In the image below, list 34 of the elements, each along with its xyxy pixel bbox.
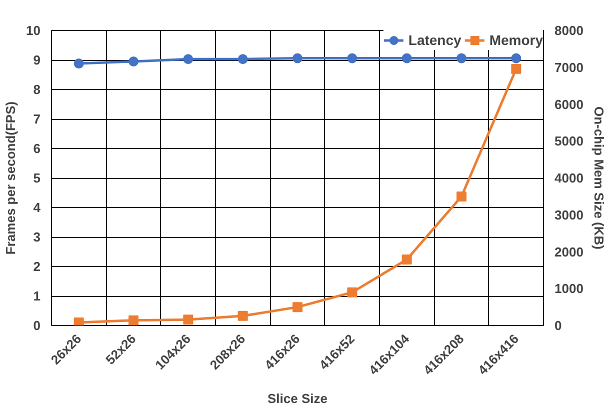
y2-tick-label: 0 bbox=[554, 318, 562, 333]
point bbox=[238, 310, 248, 321]
point bbox=[128, 315, 138, 326]
y-tick-label: 1 bbox=[33, 288, 41, 304]
y-tick-label: 7 bbox=[33, 112, 41, 126]
y2-tick-label: 6000 bbox=[554, 96, 584, 112]
y-tick-label: 10 bbox=[26, 23, 41, 38]
y-axis-title: Frames per second(FPS) bbox=[3, 101, 18, 255]
point bbox=[402, 254, 412, 264]
y-tick-label: 4 bbox=[33, 200, 42, 215]
y-tick-label: 6 bbox=[33, 141, 41, 156]
y2-tick-label: 7000 bbox=[554, 60, 584, 75]
legend-label: Memory bbox=[489, 32, 543, 48]
y2-tick-label: 8000 bbox=[554, 23, 584, 38]
point bbox=[456, 191, 466, 202]
y-tick-label: 8 bbox=[33, 82, 41, 97]
y-tick-label: 3 bbox=[33, 230, 41, 244]
y2-tick-label: 5000 bbox=[554, 134, 584, 149]
y-tick-label: 9 bbox=[33, 52, 41, 68]
legend-label: Latency bbox=[408, 32, 462, 48]
y2-axis-title: On-chip Mem Size (KB) bbox=[591, 106, 606, 250]
y-tick-label: 0 bbox=[33, 318, 41, 333]
y2-tick-label: 4000 bbox=[554, 170, 584, 186]
y-tick-label: 5 bbox=[33, 170, 41, 186]
point bbox=[74, 318, 84, 326]
y2-tick-label: 2000 bbox=[554, 244, 584, 260]
point bbox=[183, 314, 194, 325]
x-axis-title: Slice Size bbox=[268, 390, 328, 406]
point bbox=[511, 64, 522, 74]
y-tick-label: 2 bbox=[33, 259, 41, 274]
point bbox=[347, 287, 358, 298]
point bbox=[292, 302, 302, 312]
y2-tick-label: 3000 bbox=[554, 207, 584, 222]
y2-tick-label: 1000 bbox=[554, 281, 584, 296]
